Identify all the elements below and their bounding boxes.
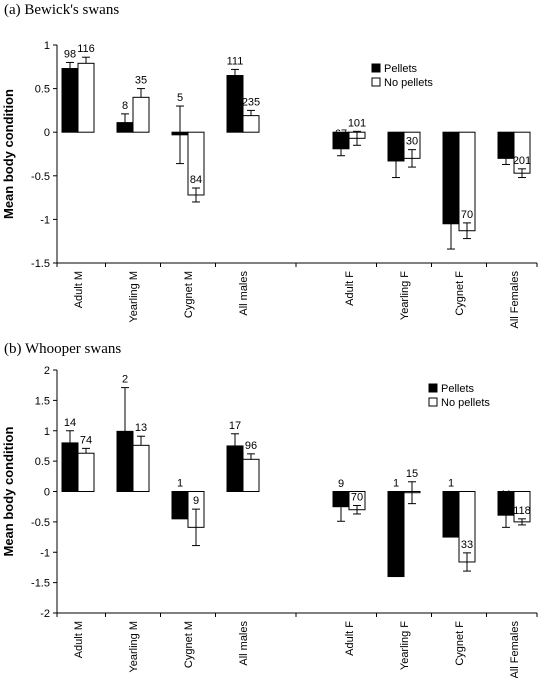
category-label: Yearling M [128, 621, 140, 673]
sample-size-label: 33 [461, 539, 473, 551]
legend-swatch-pellets [428, 383, 438, 393]
sample-size-label: 9 [338, 478, 344, 490]
y-tick-label: 2 [44, 365, 50, 377]
category-label: Cygnet F [454, 621, 466, 666]
sample-size-label: 101 [348, 117, 366, 129]
no-pellets-bar [458, 491, 476, 563]
y-tick-label: 0.5 [35, 84, 50, 96]
sample-size-label: 96 [245, 440, 257, 452]
sample-size-label: 17 [229, 420, 241, 432]
sample-size-label: 9 [193, 495, 199, 507]
sample-size-label: 5 [177, 92, 183, 104]
panel-b-title: (b) Whooper swans [4, 341, 122, 357]
sample-size-label: 14 [64, 417, 76, 429]
category-label: Cygnet F [454, 271, 466, 316]
sample-size-label: 118 [513, 505, 531, 517]
sample-size-label: 8 [122, 100, 128, 112]
category-label: Adult F [344, 621, 356, 656]
pellets-bar [171, 491, 189, 520]
sample-size-label: 70 [461, 209, 473, 221]
y-tick-label: -2 [40, 608, 50, 620]
sample-size-label: 74 [80, 434, 92, 446]
category-label: Cygnet M [183, 621, 195, 668]
pellets-bar [442, 491, 460, 538]
y-tick-label: 0 [44, 487, 50, 499]
sample-size-label: 1 [177, 478, 183, 490]
category-label: All males [238, 271, 250, 316]
no-pellets-bar [132, 96, 150, 133]
sample-size-label: 111 [227, 55, 244, 67]
pellets-bar [226, 75, 244, 133]
sample-size-label: 116 [77, 43, 95, 55]
legend-swatch-pellets [371, 63, 381, 73]
category-label: Yearling F [399, 271, 411, 320]
sample-size-label: 7 [393, 130, 399, 142]
legend-swatch-no-pellets [428, 397, 438, 407]
y-axis-title: Mean body condition [1, 426, 16, 556]
sample-size-label: 1 [393, 478, 399, 490]
category-label: All males [238, 621, 250, 666]
pellets-bar [116, 430, 134, 492]
y-tick-label: -0.5 [31, 171, 50, 183]
sample-size-label: 98 [64, 48, 76, 60]
pellets-bar [61, 442, 79, 492]
y-tick-label: 0 [44, 127, 50, 139]
y-tick-label: -1.5 [31, 258, 50, 270]
category-label: Adult M [73, 271, 85, 308]
whooper-chart: 2 1.5 1 0.5 0 -0.5 -1 -1.5 -2 Mean body condition… [1, 365, 538, 678]
sample-size-label: 70 [351, 491, 363, 503]
no-pellets-bar [77, 62, 95, 133]
y-tick-label: 1.5 [35, 395, 50, 407]
category-label: All Females [509, 271, 521, 329]
sample-size-label: 30 [406, 136, 418, 148]
sample-size-label: 35 [135, 75, 147, 87]
category-label: Adult F [344, 271, 356, 306]
bewick-chart: 1 0.5 0 -0.5 -1 -1.5 Mean body condition 98 8 5 11… [1, 40, 538, 329]
y-tick-label: 1 [44, 426, 50, 438]
sample-size-label: 235 [242, 96, 260, 108]
category-label: Yearling F [399, 621, 411, 670]
y-tick-label: 1 [44, 40, 50, 52]
sample-size-label: 13 [135, 422, 147, 434]
legend-label-pellets: Pellets [384, 63, 418, 75]
category-label: Yearling M [128, 271, 140, 323]
y-tick-label: -0.5 [31, 517, 50, 529]
panel-a-title: (a) Bewick's swans [4, 2, 120, 18]
sample-size-label: 84 [500, 138, 512, 150]
legend-label-no-pellets: No pellets [384, 77, 433, 89]
sample-size-label: 1 [448, 478, 454, 490]
sample-size-label: 67 [335, 128, 347, 140]
sample-size-label: 201 [513, 155, 531, 167]
sample-size-label: 15 [406, 468, 418, 480]
pellets-bar [226, 445, 244, 492]
sample-size-label: 10 [445, 184, 457, 196]
sample-size-label: 2 [122, 374, 128, 386]
legend-swatch-no-pellets [371, 77, 381, 87]
legend-label-no-pellets: No pellets [441, 397, 490, 409]
y-tick-label: -1 [40, 214, 50, 226]
pellets-bar [387, 491, 405, 578]
y-axis-title: Mean body condition [1, 89, 16, 219]
no-pellets-bar [242, 115, 260, 133]
no-pellets-bar [513, 131, 531, 174]
no-pellets-bar [132, 444, 150, 492]
no-pellets-bar [242, 458, 260, 492]
y-tick-label: 0.5 [35, 456, 50, 468]
no-pellets-bar [77, 452, 95, 492]
category-label: Adult M [73, 621, 85, 658]
legend-label-pellets: Pellets [441, 383, 475, 395]
pellets-bar [116, 122, 134, 133]
y-tick-label: -1 [40, 547, 50, 559]
sample-size-label: 11 [500, 489, 511, 501]
category-label: All Females [509, 621, 521, 678]
y-tick-label: -1.5 [31, 578, 50, 590]
pellets-bar [61, 68, 79, 133]
category-label: Cygnet M [183, 271, 195, 318]
sample-size-label: 84 [190, 174, 202, 186]
